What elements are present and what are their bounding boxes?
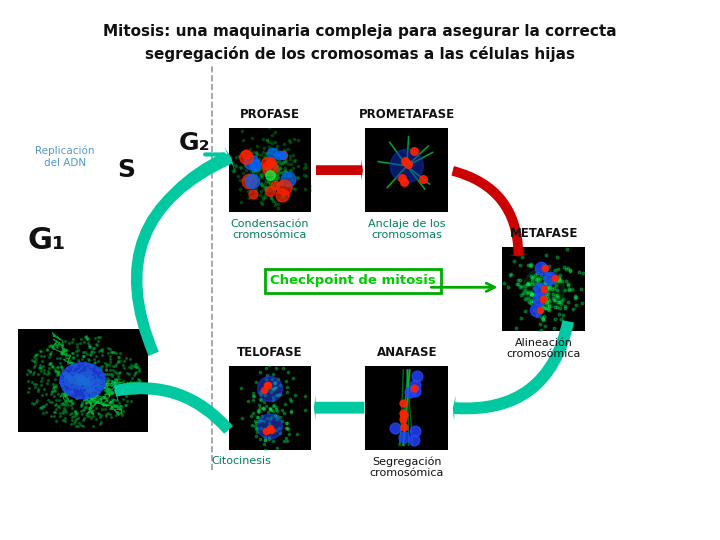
Text: TELOFASE: TELOFASE: [238, 346, 302, 359]
Text: Replicación
del ADN: Replicación del ADN: [35, 146, 94, 167]
Bar: [503, 247, 585, 330]
Bar: [229, 366, 311, 449]
Text: Condensación
cromosómica: Condensación cromosómica: [230, 219, 310, 240]
Text: Anclaje de los
cromosomas: Anclaje de los cromosomas: [368, 219, 446, 240]
Text: PROFASE: PROFASE: [240, 109, 300, 122]
Text: Citocinesis: Citocinesis: [211, 456, 271, 467]
Text: ANAFASE: ANAFASE: [377, 346, 437, 359]
Text: Mitosis: una maquinaria compleja para asegurar la correcta: Mitosis: una maquinaria compleja para as…: [103, 24, 617, 39]
Bar: [365, 366, 448, 449]
Bar: [18, 329, 148, 432]
Bar: [229, 128, 311, 212]
Bar: [365, 128, 448, 212]
Text: Alineación
cromosómica: Alineación cromosómica: [506, 338, 581, 359]
Text: S: S: [117, 158, 135, 182]
Text: G₂: G₂: [179, 131, 210, 155]
Text: Segregación
cromosómica: Segregación cromosómica: [369, 456, 444, 478]
Text: METAFASE: METAFASE: [510, 227, 577, 240]
Text: segregación de los cromosomas a las células hijas: segregación de los cromosomas a las célu…: [145, 46, 575, 62]
Text: G₁: G₁: [27, 226, 66, 255]
Text: PROMETAFASE: PROMETAFASE: [359, 109, 455, 122]
Text: Checkpoint de mitosis: Checkpoint de mitosis: [270, 274, 436, 287]
